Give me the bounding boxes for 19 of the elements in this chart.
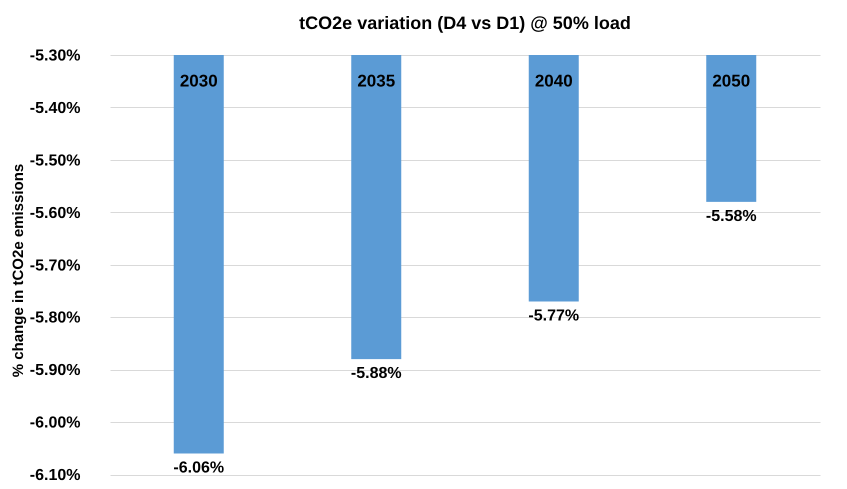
y-tick-label: -5.60% bbox=[30, 204, 80, 222]
y-axis-title: % change in tCO2e emissions bbox=[10, 164, 27, 378]
x-tick-label: 2050 bbox=[712, 72, 750, 90]
y-tick-label: -5.90% bbox=[30, 362, 80, 380]
x-tick-label: 2035 bbox=[357, 72, 396, 90]
x-tick-label: 2030 bbox=[180, 72, 218, 90]
chart-title: tCO2e variation (D4 vs D1) @ 50% load bbox=[299, 13, 631, 33]
data-label: -5.58% bbox=[706, 208, 757, 225]
y-tick-label: -5.50% bbox=[30, 152, 80, 170]
y-tick-label: -5.70% bbox=[30, 257, 80, 274]
data-label: -5.77% bbox=[528, 307, 580, 324]
data-label: -5.88% bbox=[350, 365, 402, 382]
y-tick-label: -5.40% bbox=[30, 100, 80, 117]
data-label: -6.06% bbox=[173, 460, 224, 477]
y-tick-label: -5.80% bbox=[30, 310, 80, 327]
y-tick-label: -6.00% bbox=[30, 414, 80, 432]
y-tick-label: -6.10% bbox=[30, 467, 80, 484]
x-tick-label: 2040 bbox=[534, 72, 573, 90]
y-tick-label: -5.30% bbox=[30, 48, 80, 64]
